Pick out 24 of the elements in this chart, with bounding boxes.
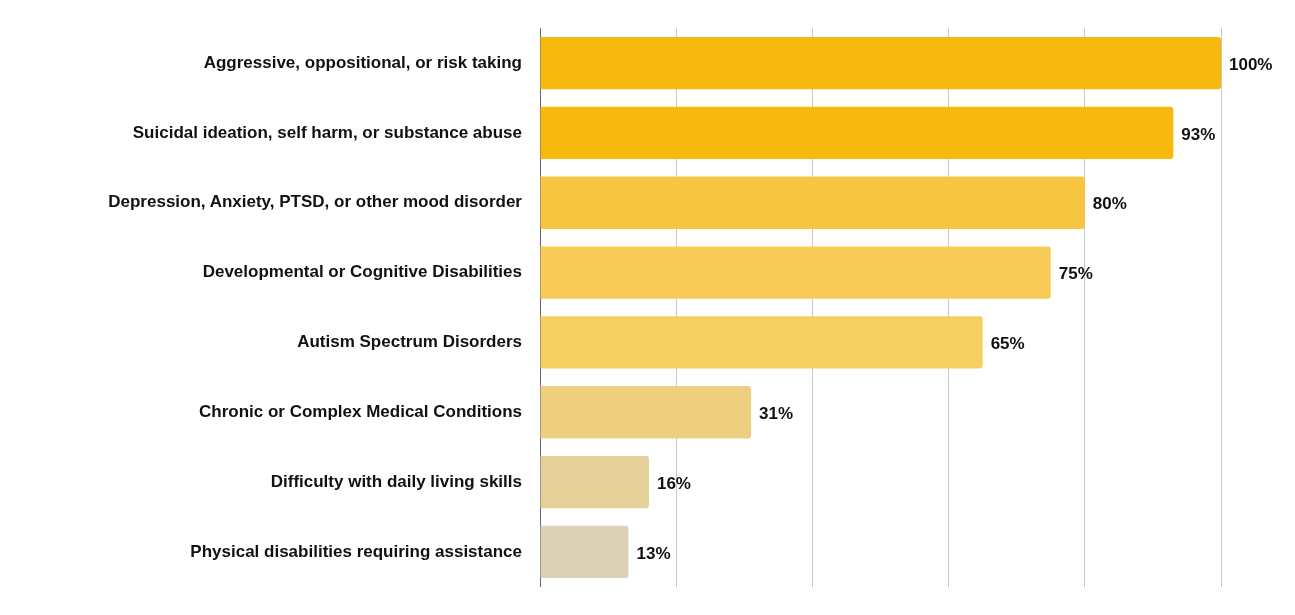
data-label: 75% bbox=[1058, 264, 1093, 284]
y-tick-label: Depression, Anxiety, PTSD, or other mood disorder bbox=[108, 192, 523, 212]
y-tick-label: Difficulty with daily living skills bbox=[270, 471, 522, 491]
bar bbox=[540, 106, 1174, 160]
data-label: 31% bbox=[759, 403, 794, 423]
data-label: 100% bbox=[1229, 54, 1273, 74]
bar bbox=[540, 386, 752, 439]
y-tick-label: Suicidal ideation, self harm, or substance abuse bbox=[132, 122, 522, 142]
y-tick-label: Aggressive, oppositional, or risk taking bbox=[203, 52, 522, 72]
bar bbox=[540, 455, 649, 509]
data-label: 80% bbox=[1092, 194, 1127, 214]
bar bbox=[540, 176, 1085, 229]
y-tick-label: Chronic or Complex Medical Conditions bbox=[198, 401, 522, 421]
bar bbox=[540, 525, 629, 579]
bar bbox=[540, 246, 1051, 299]
bar bbox=[540, 36, 1221, 90]
y-tick-label: Autism Spectrum Disorders bbox=[297, 332, 522, 352]
y-tick-label: Developmental or Cognitive Disabilities bbox=[202, 262, 522, 282]
data-label: 16% bbox=[656, 473, 691, 493]
data-label: 65% bbox=[990, 334, 1025, 354]
y-tick-label: Physical disabilities requiring assistance bbox=[190, 541, 522, 561]
data-label: 13% bbox=[636, 543, 671, 563]
data-label: 93% bbox=[1181, 124, 1216, 144]
bar bbox=[540, 316, 983, 369]
